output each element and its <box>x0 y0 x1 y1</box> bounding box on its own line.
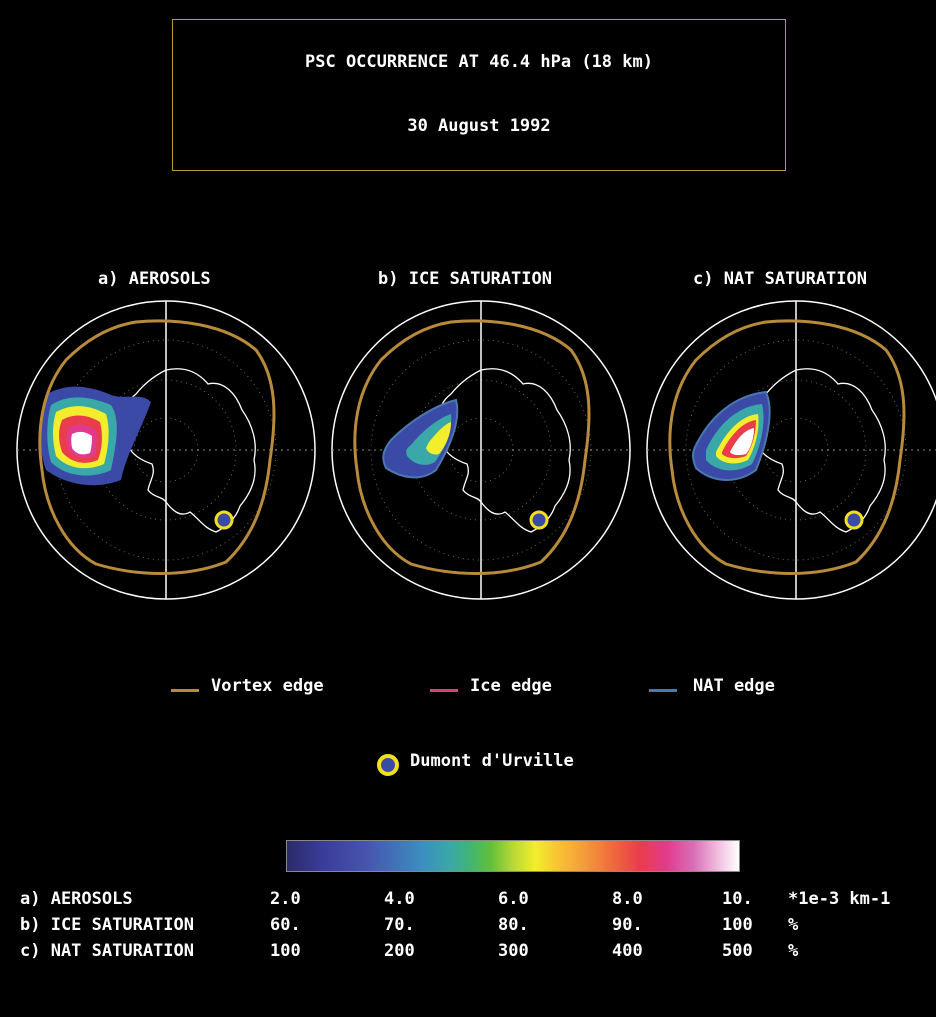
map-label-ice-saturation: b) ICE SATURATION <box>378 269 552 289</box>
scale-tick: 70. <box>384 915 415 935</box>
nat-edge-swatch <box>649 689 677 692</box>
figure-date: 30 August 1992 <box>407 116 551 136</box>
scale-unit: % <box>788 941 799 961</box>
map-label-nat-saturation: c) NAT SATURATION <box>693 269 867 289</box>
scale-row-label: a) AEROSOLS <box>20 889 133 909</box>
scale-tick: 2.0 <box>270 889 301 909</box>
colorbar <box>286 840 740 872</box>
scale-tick: 300 <box>498 941 529 961</box>
vortex-edge-b <box>353 319 591 575</box>
ice-psc-region <box>382 398 459 479</box>
scale-unit: *1e-3 km-1 <box>788 889 891 909</box>
scale-tick: 4.0 <box>384 889 415 909</box>
map-label-aerosols: a) AEROSOLS <box>98 269 211 289</box>
scale-tick: 8.0 <box>612 889 643 909</box>
legend-station: Dumont d'Urville <box>410 751 574 771</box>
map-ice-saturation <box>331 300 631 600</box>
scale-tick: 90. <box>612 915 643 935</box>
vortex-edge-swatch <box>171 689 199 692</box>
vortex-edge-c <box>668 319 906 575</box>
scale-tick: 100 <box>722 915 753 935</box>
map-aerosols <box>16 300 316 600</box>
figure-title: PSC OCCURRENCE AT 46.4 hPa (18 km) <box>305 52 653 72</box>
scale-tick: 80. <box>498 915 529 935</box>
legend-nat-edge: NAT edge <box>693 676 775 696</box>
scale-tick: 400 <box>612 941 643 961</box>
scale-row-label: c) NAT SATURATION <box>20 941 194 961</box>
scale-tick: 100 <box>270 941 301 961</box>
scale-tick: 200 <box>384 941 415 961</box>
aerosol-psc-region <box>40 386 151 486</box>
title-box: PSC OCCURRENCE AT 46.4 hPa (18 km) 30 Au… <box>172 19 786 171</box>
vortex-edge-a <box>38 319 276 575</box>
ice-edge-swatch <box>430 689 458 692</box>
scale-unit: % <box>788 915 799 935</box>
scale-tick: 500 <box>722 941 753 961</box>
map-nat-saturation <box>646 300 936 600</box>
dumont-durville-b <box>529 510 549 530</box>
station-legend-marker <box>377 754 399 776</box>
scale-tick: 60. <box>270 915 301 935</box>
scale-row-label: b) ICE SATURATION <box>20 915 194 935</box>
scale-tick: 6.0 <box>498 889 529 909</box>
legend-ice-edge: Ice edge <box>470 676 552 696</box>
legend-vortex-edge: Vortex edge <box>211 676 324 696</box>
dumont-durville-a <box>214 510 234 530</box>
dumont-durville-c <box>844 510 864 530</box>
nat-psc-region <box>692 390 771 481</box>
scale-tick: 10. <box>722 889 753 909</box>
